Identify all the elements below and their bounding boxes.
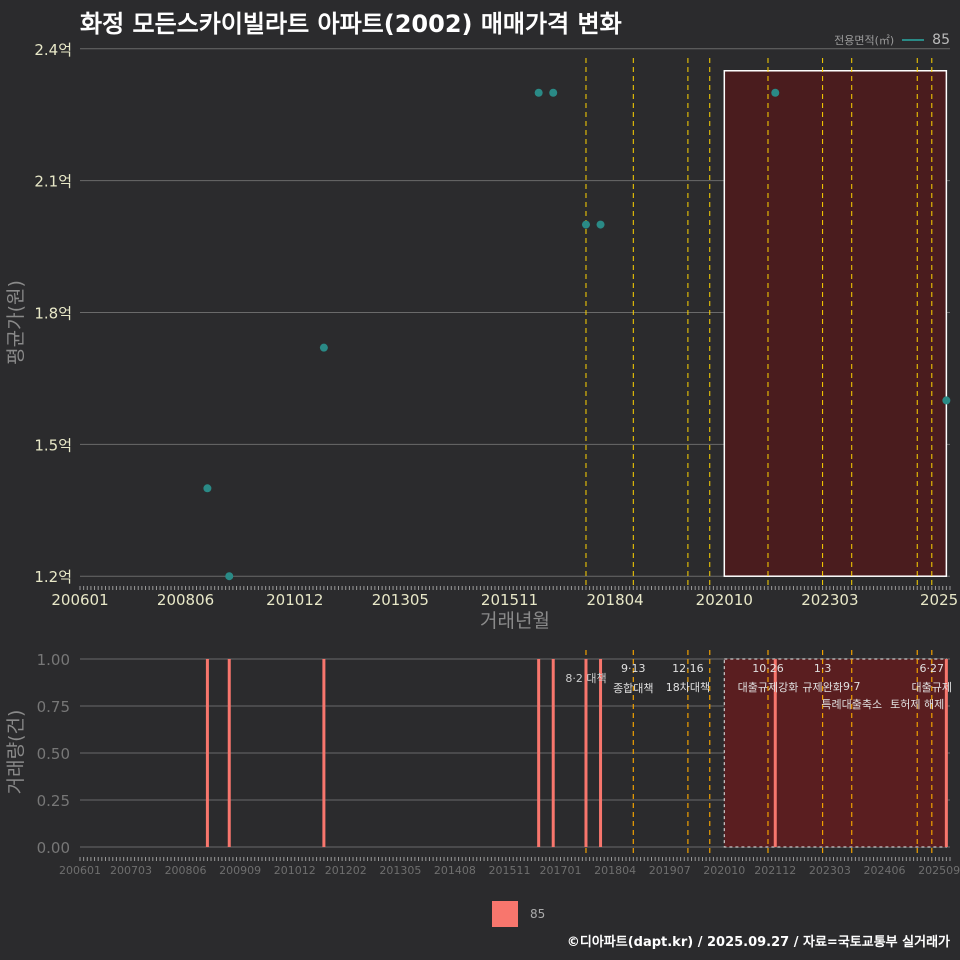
volume-bar: [551, 659, 555, 847]
y-tick-label: 0.50: [37, 745, 70, 763]
y-tick-label: 2.1억: [34, 173, 72, 191]
legend-top: 전용면적(㎡) 85: [834, 32, 950, 48]
x-tick-label: 202509: [918, 864, 960, 877]
y-tick-label: 0.00: [37, 839, 70, 857]
highlight-range-box: [723, 70, 948, 577]
annotation-text: 대출규제강화: [738, 681, 799, 694]
data-point: [203, 484, 212, 493]
data-point: [942, 396, 951, 405]
annotation-label: 8·2 대책: [565, 672, 606, 685]
price-chart: 1.2억 1.5억 1.8억 2.1억 2.4억 200601 200806 201012 20…: [5, 41, 958, 632]
volume-bar: [599, 659, 603, 847]
volume-chart: 0.00 0.25 0.50 0.75 1.00 8·2 대책 9·13 종합대책 12·16 1…: [5, 650, 960, 877]
legend-top-label: 전용면적(㎡): [834, 34, 895, 47]
x-tick-label: 200806: [165, 864, 207, 877]
volume-bar: [227, 659, 231, 847]
x-tick-label: 201907: [649, 864, 691, 877]
data-point: [771, 88, 780, 97]
x-axis-title: 거래년월: [480, 610, 550, 632]
x-tick-label: 201511: [489, 864, 531, 877]
x-tick-label: 201012: [274, 864, 316, 877]
x-tick-label: 201511: [481, 591, 538, 609]
x-tick-label: 200806: [157, 591, 214, 609]
chart-title: 화정 모든스카이빌라트 아파트(2002) 매매가격 변화: [80, 10, 622, 38]
volume-bar: [944, 659, 948, 847]
data-point: [549, 88, 558, 97]
y-tick-label: 1.2억: [34, 568, 72, 586]
x-tick-label: 200601: [51, 591, 108, 609]
y-tick-label: 0.25: [37, 792, 70, 810]
y-tick-label: 0.75: [37, 698, 70, 716]
annotation-text: 종합대책: [613, 682, 653, 695]
y-axis-title: 거래량(건): [5, 710, 27, 795]
annotation-text: 규제완화: [802, 681, 842, 694]
x-tick-label: 201804: [586, 591, 643, 609]
data-point: [596, 220, 605, 229]
source-caption: ©디아파트(dapt.kr) / 2025.09.27 / 자료=국토교통부 실…: [566, 935, 950, 950]
annotation-text: 특례대출축소: [821, 698, 882, 711]
volume-bar: [205, 659, 209, 847]
x-tick-label: 200909: [219, 864, 261, 877]
annotation-date: 9·13: [621, 662, 646, 675]
data-point: [319, 343, 328, 352]
annotation-text: 토허제 해제: [890, 697, 944, 711]
x-tick-label: 200601: [59, 864, 101, 877]
data-point: [534, 88, 543, 97]
annotation-text: 18차대책: [666, 681, 710, 694]
y-tick-label: 1.00: [37, 651, 70, 669]
volume-bar: [773, 659, 777, 847]
y-tick-label: 1.5억: [34, 436, 72, 454]
legend-bottom-value: 85: [530, 907, 546, 921]
x-tick-label: 202010: [703, 864, 745, 877]
legend-top-value: 85: [932, 32, 950, 48]
volume-bar: [537, 659, 541, 847]
x-tick-label: 201305: [379, 864, 421, 877]
x-tick-label: 201408: [434, 864, 476, 877]
legend-bottom: 85: [492, 901, 545, 927]
annotation-date: 6·27: [920, 662, 945, 675]
annotation-date: 1·3: [814, 662, 832, 675]
data-point: [581, 220, 590, 229]
annotation-date: 9·7: [843, 680, 861, 693]
x-tick-label: 201305: [372, 591, 429, 609]
x-tick-label: 201202: [325, 864, 367, 877]
x-tick-label: 202406: [863, 864, 905, 877]
x-tick-label: 202112: [754, 864, 796, 877]
legend-line-swatch: [902, 39, 925, 41]
y-axis-title: 평균가(원): [5, 280, 27, 365]
y-tick-label: 2.4억: [34, 41, 72, 59]
annotation-date: 10·26: [752, 662, 784, 675]
legend-bar-swatch: [492, 901, 518, 927]
x-tick-label: 200703: [110, 864, 152, 877]
x-tick-label: 201804: [594, 864, 636, 877]
annotation-text: 대출규제: [912, 681, 952, 694]
x-tick-label: 202010: [696, 591, 753, 609]
annotation-date: 12·16: [672, 662, 704, 675]
x-tick-label: 201012: [266, 591, 323, 609]
volume-bar: [322, 659, 326, 847]
x-tick-label: 202303: [801, 591, 858, 609]
volume-bar: [584, 659, 588, 847]
x-tick-label: 2025: [920, 591, 958, 609]
x-tick-label: 202303: [809, 864, 851, 877]
y-tick-label: 1.8억: [34, 305, 72, 323]
highlight-range-box: [723, 658, 947, 848]
data-point: [225, 572, 234, 581]
x-tick-label: 201701: [540, 864, 582, 877]
